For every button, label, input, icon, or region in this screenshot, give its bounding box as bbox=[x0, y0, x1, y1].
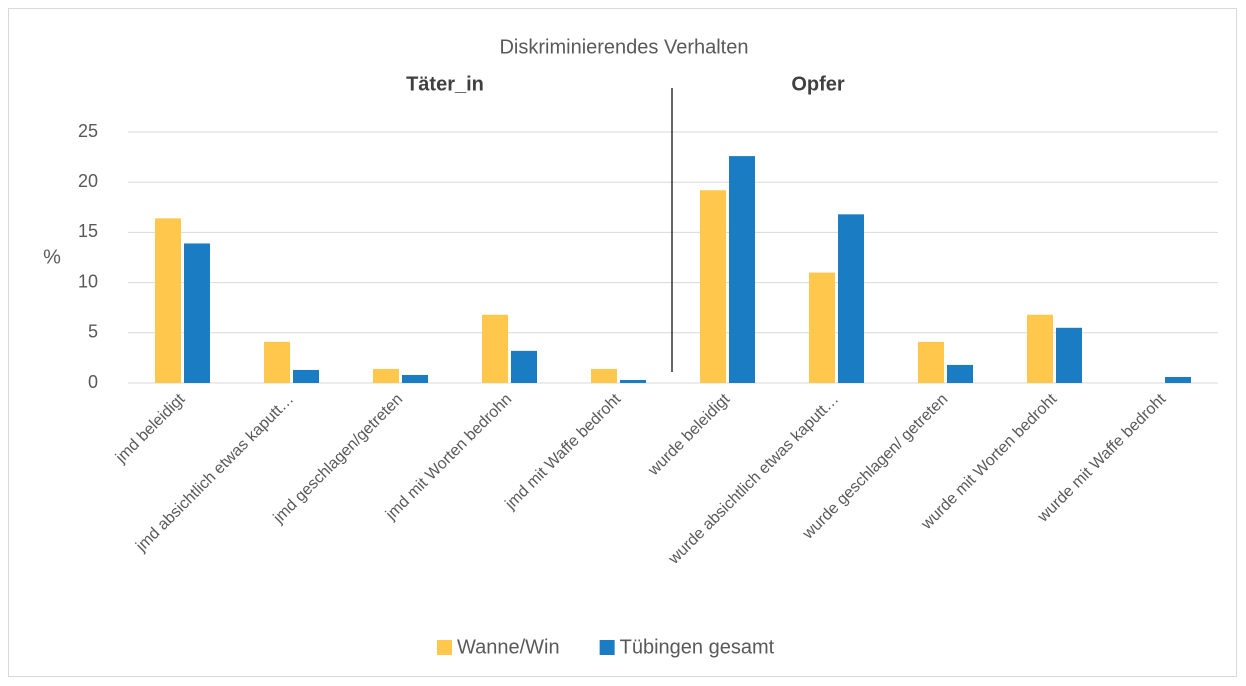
bar bbox=[918, 341, 944, 383]
bar bbox=[1056, 327, 1082, 383]
group-label: Opfer bbox=[791, 73, 845, 95]
chart-title: Diskriminierendes Verhalten bbox=[499, 36, 748, 58]
bar bbox=[373, 368, 399, 383]
bar bbox=[264, 341, 290, 383]
legend-swatch bbox=[437, 640, 452, 655]
bar bbox=[700, 190, 726, 383]
legend-label: Tübingen gesamt bbox=[620, 636, 775, 658]
legend-label: Wanne/Win bbox=[457, 636, 560, 658]
y-tick-label: 20 bbox=[78, 171, 98, 191]
bar bbox=[184, 243, 210, 383]
bar bbox=[1027, 314, 1053, 383]
bar bbox=[155, 218, 181, 383]
bar bbox=[947, 364, 973, 383]
bar bbox=[482, 314, 508, 383]
y-tick-label: 0 bbox=[88, 372, 98, 392]
y-tick-label: 15 bbox=[78, 221, 98, 241]
y-tick-label: 25 bbox=[78, 121, 98, 141]
legend-swatch bbox=[599, 640, 615, 655]
y-axis-label: % bbox=[43, 246, 61, 268]
bar bbox=[838, 214, 864, 383]
bar bbox=[293, 369, 319, 383]
bar bbox=[620, 379, 646, 383]
y-tick-label: 10 bbox=[78, 271, 98, 291]
group-label: Täter_in bbox=[406, 73, 484, 95]
bar bbox=[591, 368, 617, 383]
bar bbox=[809, 272, 835, 383]
bar bbox=[1165, 376, 1191, 383]
bar bbox=[511, 350, 537, 383]
bar bbox=[402, 374, 428, 383]
bar bbox=[729, 156, 755, 383]
y-tick-label: 5 bbox=[88, 322, 98, 342]
